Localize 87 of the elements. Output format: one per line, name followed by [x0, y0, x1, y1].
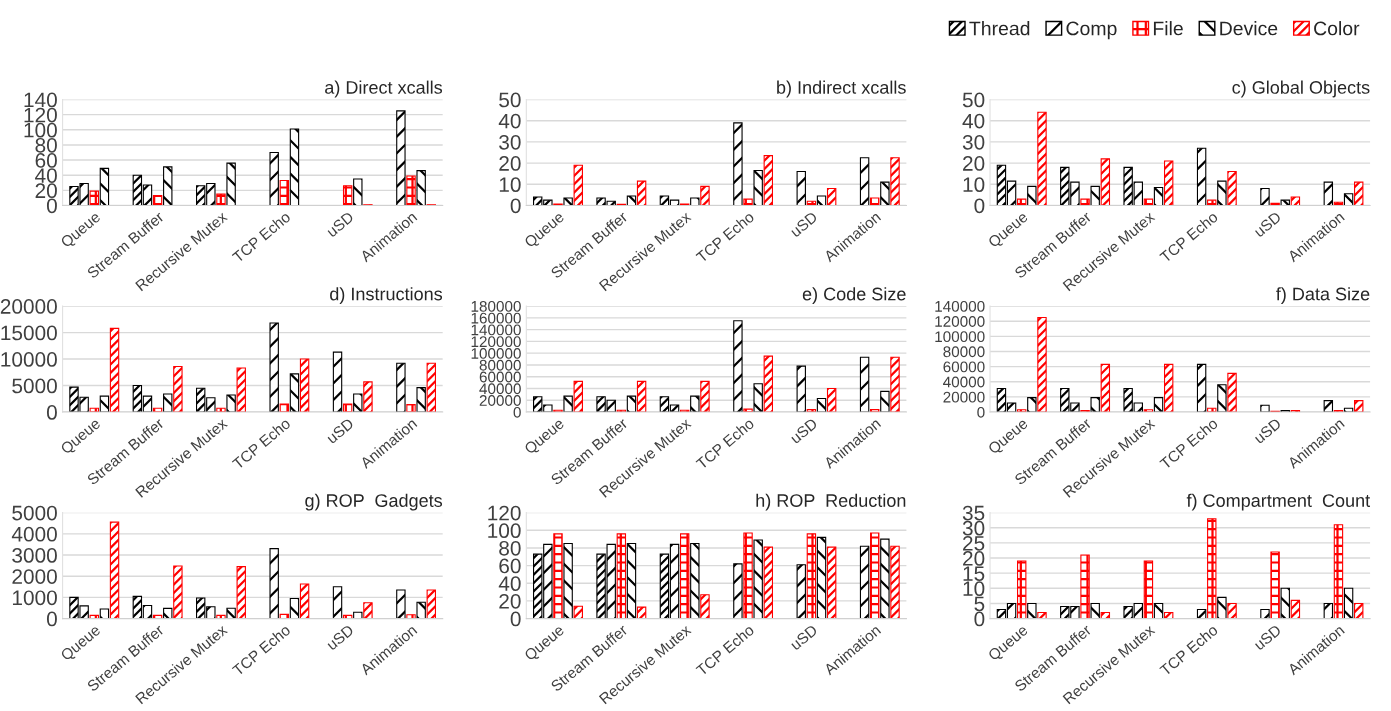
- y-tick-label: 5: [974, 596, 985, 612]
- y-tick-label: 0: [510, 611, 521, 627]
- y-tick-label: 0: [46, 611, 57, 627]
- chart-title: b) Indirect xcalls: [777, 80, 906, 98]
- y-tick-label: 80: [499, 540, 521, 556]
- y-tick-label: 20: [963, 551, 985, 566]
- y-tick-label: 15: [963, 566, 985, 581]
- y-tick-label: 20000: [943, 391, 985, 403]
- y-tick-label: 10: [499, 177, 521, 193]
- y-tick-label: 5000: [12, 505, 57, 521]
- y-tick-label: 40: [35, 168, 57, 183]
- y-tick-label: 0: [513, 406, 521, 418]
- y-tick-label: 30: [962, 134, 985, 150]
- y-tick-label: 3000: [12, 548, 57, 563]
- y-tick-label: 15000: [1, 325, 57, 341]
- y-tick-label: 0: [46, 405, 57, 420]
- y-tick-label: 20: [499, 156, 521, 171]
- y-tick-label: 50: [962, 92, 985, 108]
- y-tick-label: 20000: [0, 299, 57, 314]
- y-tick-label: 60: [35, 153, 57, 168]
- chart-title: d) Instructions: [330, 287, 443, 304]
- legend-label: Comp: [1066, 21, 1117, 40]
- chart-title: f) Compartment Count: [1186, 493, 1371, 511]
- y-tick-label: 50: [499, 92, 521, 108]
- y-tick-label: 100: [24, 122, 57, 138]
- y-tick-label: 30: [962, 520, 985, 536]
- y-tick-label: 20000: [479, 395, 521, 406]
- x-tick-label: uSD: [325, 211, 355, 238]
- y-tick-label: 100: [488, 523, 521, 539]
- y-tick-label: 80000: [479, 359, 521, 371]
- x-tick-label: uSD: [1253, 211, 1282, 238]
- y-tick-label: 35: [962, 505, 985, 521]
- x-tick-label: uSD: [789, 211, 819, 238]
- legend-label: File: [1153, 21, 1183, 36]
- y-tick-label: 0: [510, 198, 521, 214]
- y-tick-label: 10: [963, 177, 985, 193]
- legend-label: Device: [1220, 21, 1278, 36]
- y-tick-label: 140000: [471, 324, 521, 336]
- y-tick-label: 140: [24, 92, 57, 108]
- y-tick-label: 20: [35, 183, 57, 199]
- y-tick-label: 40: [498, 576, 521, 592]
- y-tick-label: 40: [962, 113, 985, 129]
- x-tick-label: uSD: [1253, 417, 1282, 444]
- x-tick-label: uSD: [789, 417, 819, 444]
- y-tick-label: 80000: [943, 346, 985, 358]
- y-tick-label: 100000: [471, 348, 521, 359]
- y-tick-label: 25: [963, 535, 985, 551]
- x-tick-label: uSD: [325, 417, 355, 444]
- y-tick-label: 60000: [943, 361, 985, 373]
- y-tick-label: 20: [499, 593, 521, 609]
- y-tick-label: 4000: [11, 526, 57, 542]
- y-tick-label: 120000: [471, 336, 521, 348]
- y-tick-label: 140000: [935, 300, 985, 312]
- y-tick-label: 10: [963, 581, 985, 597]
- x-tick-label: uSD: [325, 624, 355, 651]
- y-tick-label: 10000: [1, 352, 57, 367]
- chart-title: h) ROP Reduction: [756, 493, 906, 511]
- y-tick-label: 120: [24, 107, 57, 123]
- y-tick-label: 40000: [479, 383, 521, 395]
- chart-title: a) Direct xcalls: [325, 80, 443, 98]
- y-tick-label: 40000: [943, 376, 985, 388]
- x-tick-label: uSD: [789, 624, 819, 651]
- y-tick-label: 60: [499, 558, 521, 574]
- y-tick-label: 0: [977, 406, 985, 418]
- legend-label: Color: [1314, 21, 1360, 36]
- chart-title: g) ROP Gadgets: [305, 493, 443, 511]
- chart-title: c) Global Objects: [1232, 80, 1370, 98]
- y-tick-label: 160000: [471, 312, 521, 324]
- chart-title: e) Code Size: [802, 287, 906, 304]
- y-tick-label: 80: [35, 137, 57, 153]
- y-tick-label: 0: [46, 198, 57, 214]
- y-tick-label: 30: [499, 134, 521, 150]
- y-tick-label: 40: [498, 113, 521, 129]
- y-tick-label: 120: [488, 505, 521, 521]
- y-tick-label: 180000: [471, 300, 521, 312]
- legend-label: Thread: [969, 21, 1030, 36]
- x-tick-label: uSD: [1253, 624, 1282, 651]
- y-tick-label: 100000: [935, 331, 985, 343]
- y-tick-label: 120000: [935, 316, 985, 327]
- y-tick-label: 60000: [479, 371, 521, 383]
- y-tick-label: 0: [974, 198, 985, 214]
- y-tick-label: 2000: [12, 569, 57, 584]
- y-tick-label: 0: [974, 611, 985, 627]
- y-tick-label: 20: [963, 156, 985, 171]
- y-tick-label: 1000: [12, 590, 57, 606]
- chart-title: f) Data Size: [1276, 287, 1370, 304]
- y-tick-label: 5000: [12, 378, 57, 394]
